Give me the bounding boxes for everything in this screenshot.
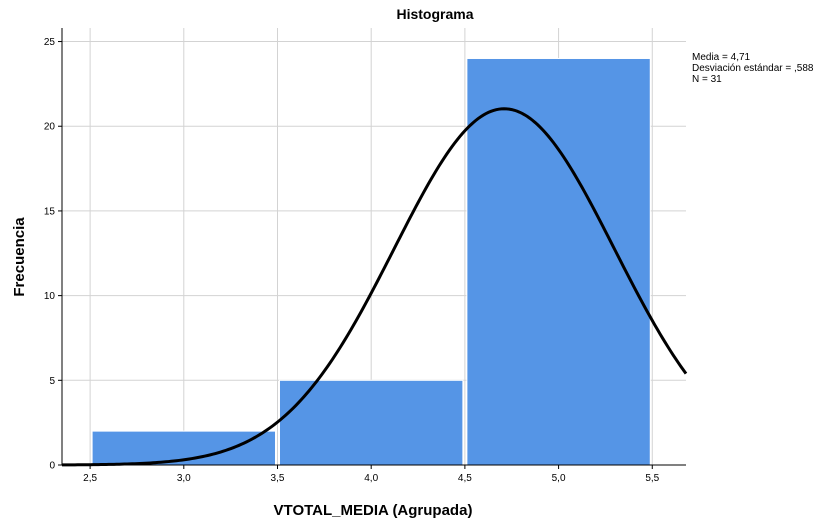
x-tick-label: 4,0	[364, 473, 378, 484]
normal-curve-layer	[61, 107, 688, 467]
stat-mean: Media = 4,71	[692, 52, 751, 63]
histogram-bar-3	[466, 57, 651, 466]
histogram-bar-2	[278, 379, 464, 466]
x-tick-label: 4,5	[458, 473, 472, 484]
chart-title: Histograma	[396, 6, 473, 22]
y-tick-label: 15	[44, 206, 56, 217]
stats-box: Media = 4,71 Desviación estándar = ,588 …	[692, 52, 814, 85]
y-axis-title: Frecuencia	[11, 217, 28, 297]
normal-curve	[61, 107, 688, 467]
x-tick-label: 5,5	[645, 473, 659, 484]
x-tick-label: 5,0	[552, 473, 566, 484]
y-tick-label: 25	[44, 37, 56, 48]
tick-labels: 2,5 3,0 3,5 4,0 4,5 5,0 5,5 0 5 10 15 20 25	[44, 37, 660, 484]
y-tick-label: 0	[49, 461, 55, 472]
stat-sd: Desviación estándar = ,588	[692, 63, 814, 74]
x-tick-label: 3,5	[271, 473, 285, 484]
y-tick-label: 20	[44, 122, 56, 133]
x-tick-label: 2,5	[83, 473, 97, 484]
y-tick-label: 10	[44, 291, 56, 302]
stat-n: N = 31	[692, 74, 722, 85]
x-tick-label: 3,0	[177, 473, 191, 484]
x-axis-title: VTOTAL_MEDIA (Agrupada)	[274, 502, 473, 519]
y-tick-label: 5	[49, 376, 55, 387]
axes	[58, 28, 686, 469]
